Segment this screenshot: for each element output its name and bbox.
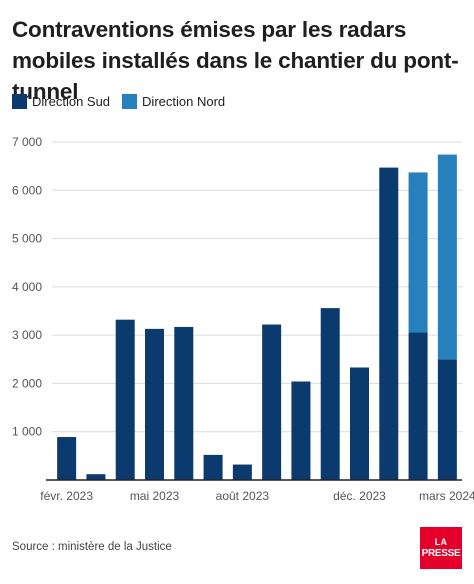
bar-nord bbox=[437, 154, 457, 360]
bar-sud bbox=[57, 437, 77, 480]
bar-sud bbox=[379, 167, 399, 480]
bar-nord bbox=[408, 172, 428, 333]
bar-sud bbox=[86, 474, 106, 480]
bar-sud bbox=[174, 326, 194, 480]
x-tick-label: déc. 2023 bbox=[333, 489, 386, 503]
y-tick-label: 3 000 bbox=[12, 328, 42, 342]
bar-sud bbox=[408, 332, 428, 480]
legend-label-nord: Direction Nord bbox=[142, 94, 226, 109]
bar-sud bbox=[232, 464, 252, 480]
source-note: Source : ministère de la Justice bbox=[12, 541, 172, 553]
legend-item-sud: Direction Sud bbox=[12, 94, 110, 109]
y-tick-label: 6 000 bbox=[12, 183, 42, 197]
chart-title: Contraventions émises par les radars mob… bbox=[12, 17, 459, 104]
x-tick-label: mai 2023 bbox=[130, 489, 180, 503]
logo-line-1: LA bbox=[434, 537, 448, 547]
y-tick-label: 2 000 bbox=[12, 376, 42, 390]
y-tick-label: 1 000 bbox=[12, 425, 42, 439]
y-tick-label: 4 000 bbox=[12, 280, 42, 294]
y-tick-label: 7 000 bbox=[12, 135, 42, 149]
legend-swatch-nord bbox=[122, 94, 138, 109]
legend-swatch-sud bbox=[12, 94, 27, 109]
x-tick-label: août 2023 bbox=[216, 489, 270, 503]
bar-sud bbox=[145, 328, 164, 480]
la-presse-logo: LA PRESSE bbox=[420, 527, 462, 569]
bar-sud bbox=[115, 319, 135, 480]
logo-line-2: PRESSE bbox=[421, 548, 461, 559]
bar-sud bbox=[350, 367, 369, 480]
legend: Direction Sud Direction Nord bbox=[12, 94, 237, 109]
x-tick-label: févr. 2023 bbox=[40, 489, 93, 503]
legend-item-nord: Direction Nord bbox=[122, 94, 225, 109]
bar-sud bbox=[320, 308, 340, 480]
bar-sud bbox=[262, 324, 282, 480]
y-tick-label: 5 000 bbox=[12, 232, 42, 246]
bar-sud bbox=[291, 381, 311, 480]
x-tick-label: mars 2024 bbox=[419, 489, 474, 503]
bar-sud bbox=[203, 454, 223, 480]
legend-label-sud: Direction Sud bbox=[32, 94, 111, 109]
bar-sud bbox=[437, 359, 457, 480]
